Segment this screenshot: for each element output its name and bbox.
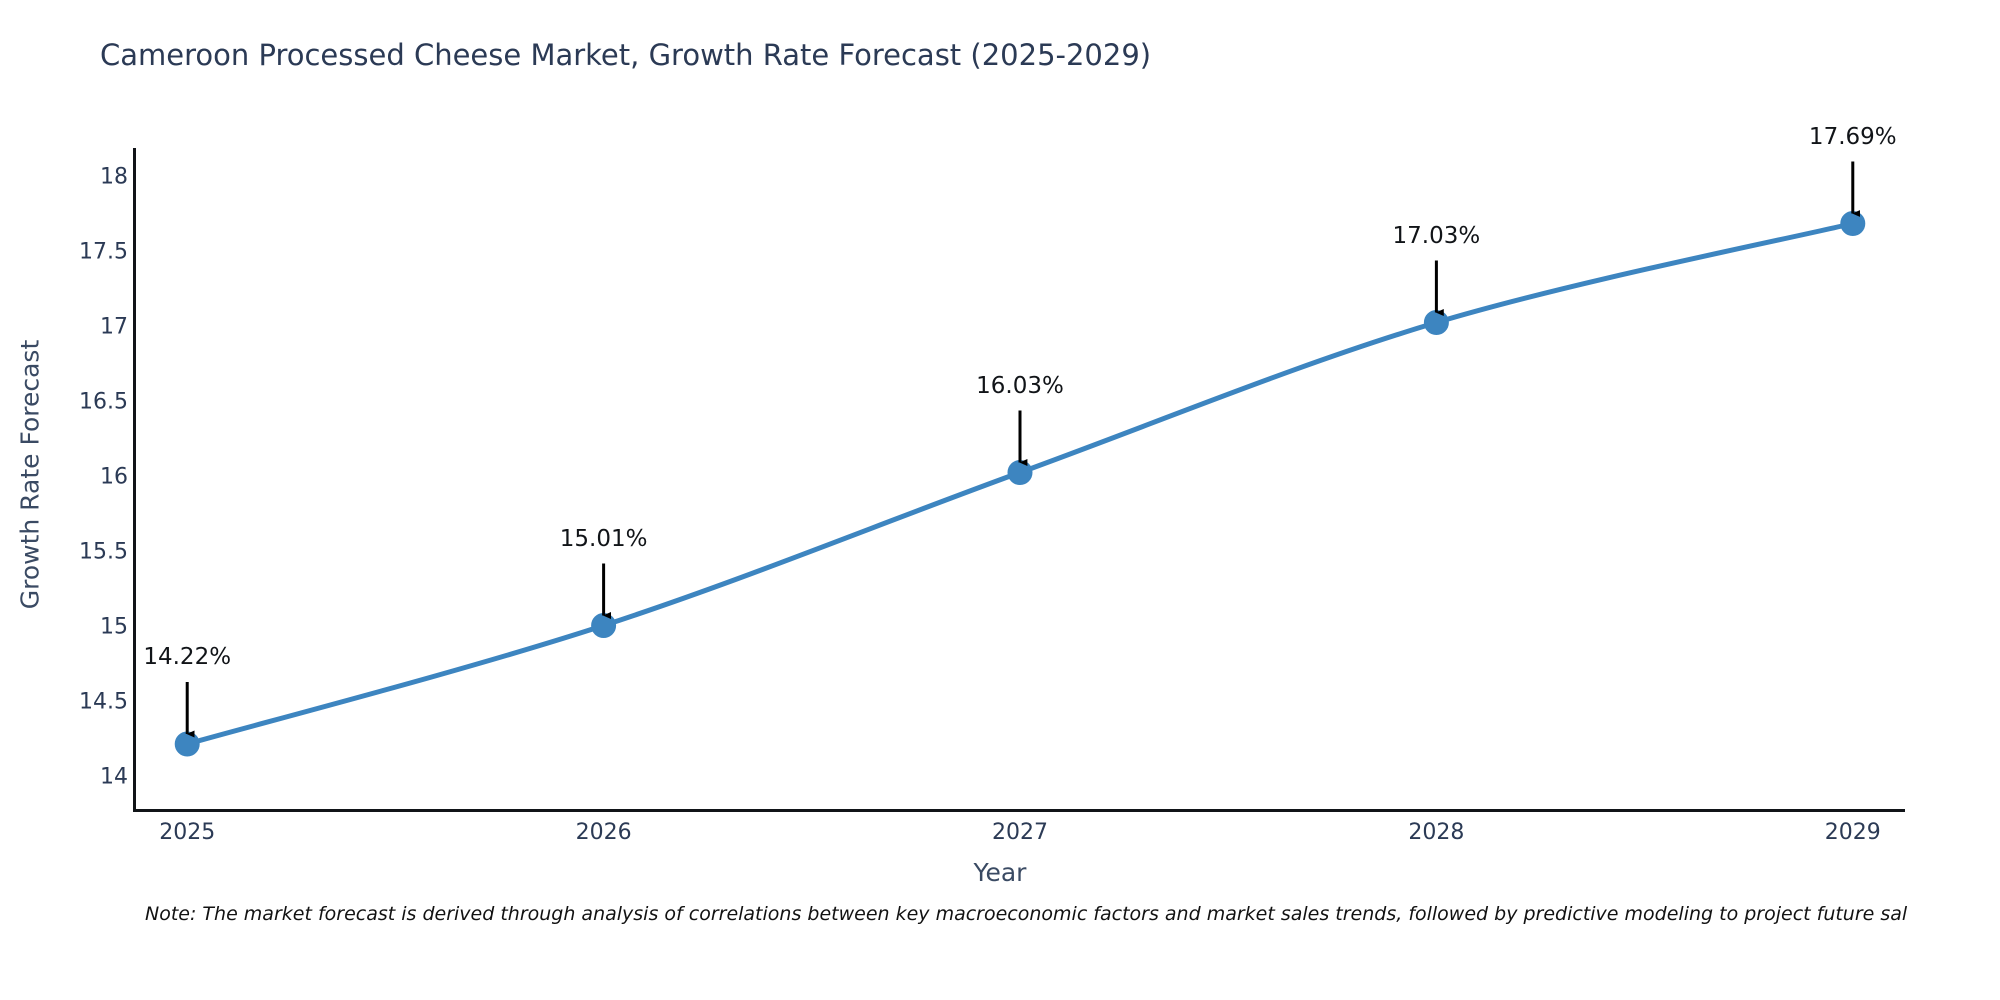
x-tick-label: 2027 — [992, 820, 1048, 845]
y-tick-label: 17 — [100, 314, 128, 340]
data-point-label: 15.01% — [559, 525, 648, 552]
data-point-label: 14.22% — [143, 644, 232, 670]
footnote: Note: The market forecast is derived thr… — [145, 903, 1908, 925]
page-title: Cameroon Processed Cheese Market, Growth… — [100, 38, 1152, 72]
data-point-markers — [174, 211, 1866, 757]
y-axis-spine — [133, 148, 136, 812]
x-tick-label: 2025 — [159, 820, 216, 845]
x-tick-label: 2026 — [575, 820, 632, 845]
x-tick-label: 2029 — [1824, 820, 1881, 845]
y-tick-label: 14.5 — [79, 689, 128, 715]
y-axis-ticks: 14 14.5 15 15.5 16 16.5 17 17.5 18 — [48, 0, 128, 1000]
data-point-marker[interactable] — [1423, 310, 1449, 335]
x-axis-spine — [133, 809, 1905, 812]
y-tick-label: 16.5 — [79, 389, 128, 415]
data-point-marker[interactable] — [591, 613, 617, 638]
x-tick-label: 2028 — [1408, 820, 1465, 845]
y-tick-label: 16 — [100, 464, 128, 490]
y-tick-label: 14 — [100, 764, 128, 790]
annotation-arrows — [185, 161, 1861, 738]
data-point-label: 16.03% — [976, 372, 1064, 399]
data-point-marker[interactable] — [1840, 211, 1866, 236]
x-axis-label: Year — [973, 858, 1027, 887]
y-tick-label: 15.5 — [79, 539, 128, 565]
data-point-marker[interactable] — [1007, 460, 1033, 485]
y-tick-label: 15 — [100, 614, 128, 640]
y-tick-label: 18 — [100, 164, 128, 190]
y-tick-label: 17.5 — [79, 239, 128, 265]
data-point-marker[interactable] — [174, 731, 200, 757]
data-point-label: 17.69% — [1808, 123, 1897, 150]
data-point-label: 17.03% — [1392, 222, 1481, 249]
